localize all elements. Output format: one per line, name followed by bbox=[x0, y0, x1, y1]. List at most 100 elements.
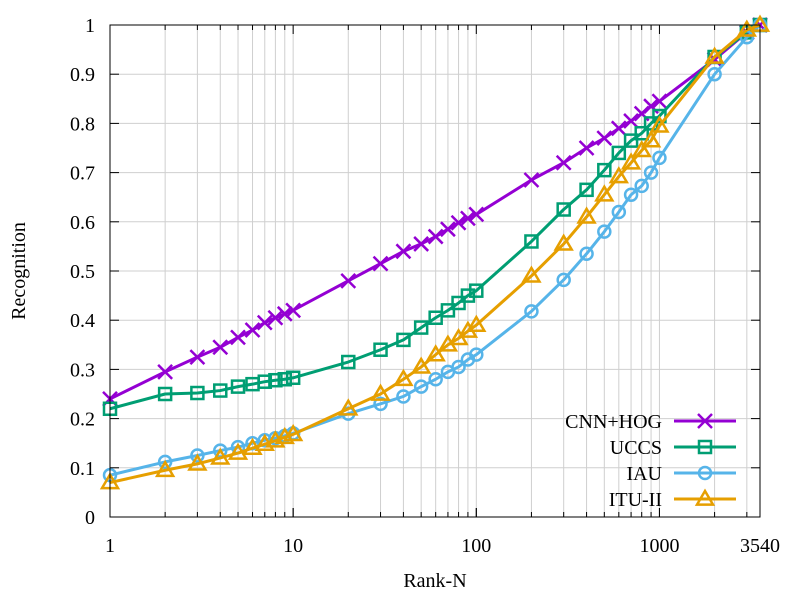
data-point-itu-ii bbox=[649, 115, 670, 133]
data-point-cnn-hog bbox=[468, 206, 485, 223]
marker-stroke bbox=[256, 314, 273, 331]
marker-stroke bbox=[643, 98, 659, 115]
data-point-iau bbox=[707, 66, 722, 82]
data-point-uccs bbox=[157, 386, 173, 402]
data-point-itu-ii bbox=[242, 437, 263, 455]
data-point-itu-ii bbox=[576, 206, 597, 224]
y-axis-title: Recognition bbox=[8, 222, 30, 320]
data-point-uccs bbox=[257, 374, 273, 389]
data-point-itu-ii bbox=[338, 398, 359, 416]
marker-stroke bbox=[610, 120, 627, 137]
data-point-uccs bbox=[341, 354, 356, 370]
legend-item-cnn-hog: CNN+HOG bbox=[565, 411, 736, 433]
data-point-itu-ii bbox=[620, 152, 642, 170]
tick-layer: 0 0.1 0.2 0.3 0.4 0.5 0.6 0.7 0.8 0.9 1 1 10 100 1000 3… bbox=[70, 15, 780, 557]
legend: CNN+HOG UCCS IAU ITU-II bbox=[565, 411, 736, 511]
data-point-itu-ii bbox=[704, 46, 725, 64]
data-point-iau bbox=[469, 347, 484, 362]
legend-marker bbox=[697, 439, 713, 455]
marker-stroke bbox=[230, 329, 246, 346]
legend-item-iau: IAU bbox=[626, 463, 736, 485]
data-point-iau bbox=[623, 187, 639, 202]
y-tick-label: 0.6 bbox=[70, 212, 95, 234]
marker-stroke bbox=[633, 105, 650, 122]
y-tick-label: 0.2 bbox=[70, 409, 95, 431]
data-point-iau bbox=[634, 178, 649, 194]
data-point-iau bbox=[157, 454, 173, 470]
data-point-itu-ii bbox=[608, 166, 630, 184]
data-point-uccs bbox=[524, 234, 539, 249]
y-tick-label: 0.8 bbox=[70, 113, 95, 135]
y-tick-label: 0.3 bbox=[70, 359, 95, 381]
marker-stroke bbox=[427, 228, 444, 245]
marker-stroke bbox=[212, 339, 229, 356]
data-point-uccs bbox=[469, 283, 484, 298]
data-point-itu-ii bbox=[187, 453, 208, 471]
data-point-uccs bbox=[440, 303, 456, 318]
data-point-cnn-hog bbox=[212, 339, 229, 356]
data-point-iau bbox=[643, 165, 659, 180]
y-tick-label: 0.4 bbox=[70, 310, 95, 332]
data-point-uccs bbox=[634, 125, 649, 141]
marker-stroke bbox=[523, 172, 540, 188]
data-point-cnn-hog bbox=[267, 309, 284, 326]
data-point-cnn-hog bbox=[340, 272, 357, 289]
data-point-uccs bbox=[579, 182, 594, 198]
series-line-uccs bbox=[109, 23, 761, 411]
data-point-itu-ii bbox=[594, 184, 615, 202]
data-point-cnn-hog bbox=[440, 221, 456, 238]
legend-item-uccs: UCCS bbox=[610, 437, 736, 459]
data-point-uccs bbox=[623, 133, 639, 148]
data-point-itu-ii bbox=[370, 383, 391, 401]
marker-stroke bbox=[157, 363, 174, 380]
data-point-uccs bbox=[230, 379, 246, 394]
data-point-itu-ii bbox=[154, 459, 176, 478]
data-point-cnn-hog bbox=[413, 236, 430, 252]
data-point-uccs bbox=[451, 295, 466, 311]
data-point-cnn-hog bbox=[523, 172, 540, 188]
marker-stroke bbox=[267, 309, 284, 326]
data-point-uccs bbox=[556, 202, 571, 217]
data-point-itu-ii bbox=[521, 265, 542, 283]
data-point-iau bbox=[652, 150, 667, 166]
data-point-uccs bbox=[597, 162, 612, 178]
data-point-itu-ii bbox=[553, 233, 574, 251]
data-point-uccs bbox=[285, 370, 301, 386]
data-point-itu-ii bbox=[466, 314, 487, 332]
marker-stroke bbox=[413, 236, 430, 252]
marker-stroke bbox=[285, 302, 302, 319]
data-point-cnn-hog bbox=[230, 329, 246, 346]
marker-stroke bbox=[555, 154, 572, 171]
legend-label: CNN+HOG bbox=[565, 411, 662, 433]
data-point-cnn-hog bbox=[244, 322, 261, 338]
legend-marker bbox=[697, 465, 713, 481]
legend-label: IAU bbox=[626, 463, 662, 485]
data-point-uccs bbox=[396, 332, 411, 348]
data-point-cnn-hog bbox=[372, 255, 389, 272]
x-axis-title: Rank-N bbox=[403, 570, 466, 592]
data-point-cnn-hog bbox=[610, 120, 627, 137]
data-point-cnn-hog bbox=[596, 130, 613, 147]
data-point-itu-ii bbox=[227, 442, 249, 460]
data-point-uccs bbox=[428, 310, 443, 325]
marker-stroke bbox=[440, 221, 456, 238]
marker-stroke bbox=[468, 206, 485, 223]
data-point-itu-ii bbox=[410, 356, 432, 374]
data-point-uccs bbox=[413, 320, 429, 335]
data-point-iau bbox=[451, 359, 466, 375]
legend-marker bbox=[697, 413, 713, 429]
data-point-cnn-hog bbox=[157, 363, 174, 380]
marker-stroke bbox=[596, 130, 613, 147]
data-point-iau bbox=[396, 389, 411, 404]
data-point-uccs bbox=[277, 371, 293, 387]
data-point-uccs bbox=[268, 372, 283, 388]
data-point-cnn-hog bbox=[427, 228, 444, 245]
series-line-itu-ii bbox=[109, 23, 761, 485]
data-point-cnn-hog bbox=[256, 314, 273, 331]
legend-item-itu-ii: ITU-II bbox=[609, 488, 736, 511]
data-point-itu-ii bbox=[393, 368, 414, 387]
data-point-iau bbox=[428, 371, 443, 387]
series-line-iau bbox=[109, 23, 762, 477]
data-point-uccs bbox=[373, 342, 388, 357]
